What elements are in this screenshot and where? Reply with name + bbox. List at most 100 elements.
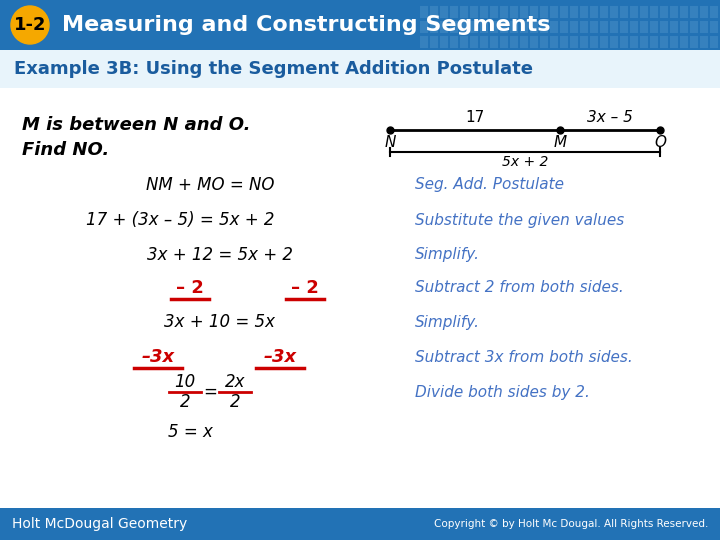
FancyBboxPatch shape	[710, 6, 718, 18]
FancyBboxPatch shape	[710, 36, 718, 48]
FancyBboxPatch shape	[630, 6, 638, 18]
FancyBboxPatch shape	[580, 21, 588, 33]
FancyBboxPatch shape	[630, 21, 638, 33]
FancyBboxPatch shape	[570, 36, 578, 48]
Text: M is between N and O.: M is between N and O.	[22, 116, 251, 134]
FancyBboxPatch shape	[600, 36, 608, 48]
FancyBboxPatch shape	[510, 36, 518, 48]
FancyBboxPatch shape	[610, 6, 618, 18]
FancyBboxPatch shape	[530, 36, 538, 48]
Text: 5x + 2: 5x + 2	[502, 155, 548, 169]
FancyBboxPatch shape	[550, 36, 558, 48]
FancyBboxPatch shape	[500, 21, 508, 33]
FancyBboxPatch shape	[570, 6, 578, 18]
FancyBboxPatch shape	[550, 21, 558, 33]
FancyBboxPatch shape	[500, 6, 508, 18]
Text: Divide both sides by 2.: Divide both sides by 2.	[415, 384, 590, 400]
Text: 10: 10	[174, 373, 196, 391]
FancyBboxPatch shape	[620, 6, 628, 18]
FancyBboxPatch shape	[520, 21, 528, 33]
FancyBboxPatch shape	[680, 6, 688, 18]
FancyBboxPatch shape	[470, 6, 478, 18]
FancyBboxPatch shape	[600, 21, 608, 33]
Text: Substitute the given values: Substitute the given values	[415, 213, 624, 227]
Text: Measuring and Constructing Segments: Measuring and Constructing Segments	[62, 15, 551, 35]
FancyBboxPatch shape	[520, 36, 528, 48]
FancyBboxPatch shape	[560, 36, 568, 48]
FancyBboxPatch shape	[440, 36, 448, 48]
Text: O: O	[654, 135, 666, 150]
Text: Simplify.: Simplify.	[415, 314, 480, 329]
FancyBboxPatch shape	[540, 36, 548, 48]
FancyBboxPatch shape	[510, 21, 518, 33]
Text: NM + MO = NO: NM + MO = NO	[145, 176, 274, 194]
FancyBboxPatch shape	[640, 6, 648, 18]
FancyBboxPatch shape	[0, 50, 720, 88]
FancyBboxPatch shape	[620, 21, 628, 33]
FancyBboxPatch shape	[660, 36, 668, 48]
FancyBboxPatch shape	[490, 36, 498, 48]
FancyBboxPatch shape	[490, 21, 498, 33]
FancyBboxPatch shape	[420, 6, 428, 18]
FancyBboxPatch shape	[550, 6, 558, 18]
FancyBboxPatch shape	[450, 36, 458, 48]
Text: 1-2: 1-2	[14, 16, 46, 34]
FancyBboxPatch shape	[660, 21, 668, 33]
FancyBboxPatch shape	[440, 21, 448, 33]
Text: =: =	[203, 383, 217, 401]
FancyBboxPatch shape	[700, 21, 708, 33]
FancyBboxPatch shape	[0, 508, 720, 540]
FancyBboxPatch shape	[660, 6, 668, 18]
FancyBboxPatch shape	[490, 6, 498, 18]
FancyBboxPatch shape	[690, 36, 698, 48]
Text: –3x: –3x	[264, 348, 297, 366]
FancyBboxPatch shape	[430, 21, 438, 33]
FancyBboxPatch shape	[560, 21, 568, 33]
FancyBboxPatch shape	[510, 6, 518, 18]
FancyBboxPatch shape	[530, 21, 538, 33]
FancyBboxPatch shape	[580, 6, 588, 18]
Circle shape	[11, 6, 49, 44]
FancyBboxPatch shape	[650, 36, 658, 48]
Text: Subtract 2 from both sides.: Subtract 2 from both sides.	[415, 280, 624, 295]
Text: 17: 17	[465, 110, 485, 125]
FancyBboxPatch shape	[620, 36, 628, 48]
Text: Example 3B: Using the Segment Addition Postulate: Example 3B: Using the Segment Addition P…	[14, 60, 533, 78]
Text: 17 + (3x – 5) = 5x + 2: 17 + (3x – 5) = 5x + 2	[86, 211, 274, 229]
FancyBboxPatch shape	[520, 6, 528, 18]
FancyBboxPatch shape	[590, 36, 598, 48]
FancyBboxPatch shape	[650, 21, 658, 33]
FancyBboxPatch shape	[460, 21, 468, 33]
Text: N: N	[384, 135, 396, 150]
Text: 5 = x: 5 = x	[168, 423, 212, 441]
Text: Simplify.: Simplify.	[415, 247, 480, 262]
FancyBboxPatch shape	[580, 36, 588, 48]
FancyBboxPatch shape	[420, 21, 428, 33]
FancyBboxPatch shape	[420, 36, 428, 48]
FancyBboxPatch shape	[610, 21, 618, 33]
FancyBboxPatch shape	[680, 21, 688, 33]
Text: Seg. Add. Postulate: Seg. Add. Postulate	[415, 178, 564, 192]
Text: Holt McDougal Geometry: Holt McDougal Geometry	[12, 517, 187, 531]
FancyBboxPatch shape	[680, 36, 688, 48]
FancyBboxPatch shape	[460, 6, 468, 18]
FancyBboxPatch shape	[670, 36, 678, 48]
FancyBboxPatch shape	[480, 6, 488, 18]
FancyBboxPatch shape	[430, 6, 438, 18]
FancyBboxPatch shape	[460, 36, 468, 48]
FancyBboxPatch shape	[630, 36, 638, 48]
FancyBboxPatch shape	[440, 6, 448, 18]
FancyBboxPatch shape	[640, 21, 648, 33]
FancyBboxPatch shape	[670, 6, 678, 18]
Text: – 2: – 2	[291, 279, 319, 297]
FancyBboxPatch shape	[590, 6, 598, 18]
FancyBboxPatch shape	[690, 6, 698, 18]
FancyBboxPatch shape	[560, 6, 568, 18]
FancyBboxPatch shape	[640, 36, 648, 48]
FancyBboxPatch shape	[540, 21, 548, 33]
FancyBboxPatch shape	[500, 36, 508, 48]
FancyBboxPatch shape	[700, 36, 708, 48]
Text: Copyright © by Holt Mc Dougal. All Rights Reserved.: Copyright © by Holt Mc Dougal. All Right…	[433, 519, 708, 529]
Text: 2x: 2x	[225, 373, 246, 391]
FancyBboxPatch shape	[480, 21, 488, 33]
